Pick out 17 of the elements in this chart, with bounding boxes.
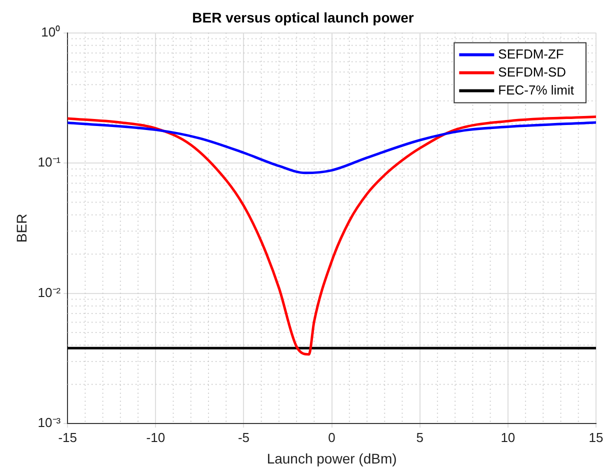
y-tick-label: 10⁻³ <box>38 415 62 430</box>
x-tick-label: -15 <box>58 430 77 445</box>
x-tick-label: 0 <box>328 430 336 445</box>
y-tick-label: 10⁰ <box>41 24 61 40</box>
x-tick-label: -10 <box>146 430 166 445</box>
x-tick-label: 5 <box>416 430 424 445</box>
x-tick-label: 10 <box>500 430 516 445</box>
y-axis-title: BER <box>13 214 30 243</box>
x-axis-title: Launch power (dBm) <box>266 450 397 466</box>
x-tick-label: -5 <box>238 430 250 445</box>
legend-label: SEFDM-SD <box>498 64 566 80</box>
legend-label: FEC-7% limit <box>498 82 574 98</box>
chart-title: BER versus optical launch power <box>192 9 414 26</box>
x-tick-label: 15 <box>588 430 604 445</box>
legend-label: SEFDM-ZF <box>498 46 564 62</box>
y-tick-label: 10⁻¹ <box>38 154 62 170</box>
y-tick-label: 10⁻² <box>38 284 62 300</box>
